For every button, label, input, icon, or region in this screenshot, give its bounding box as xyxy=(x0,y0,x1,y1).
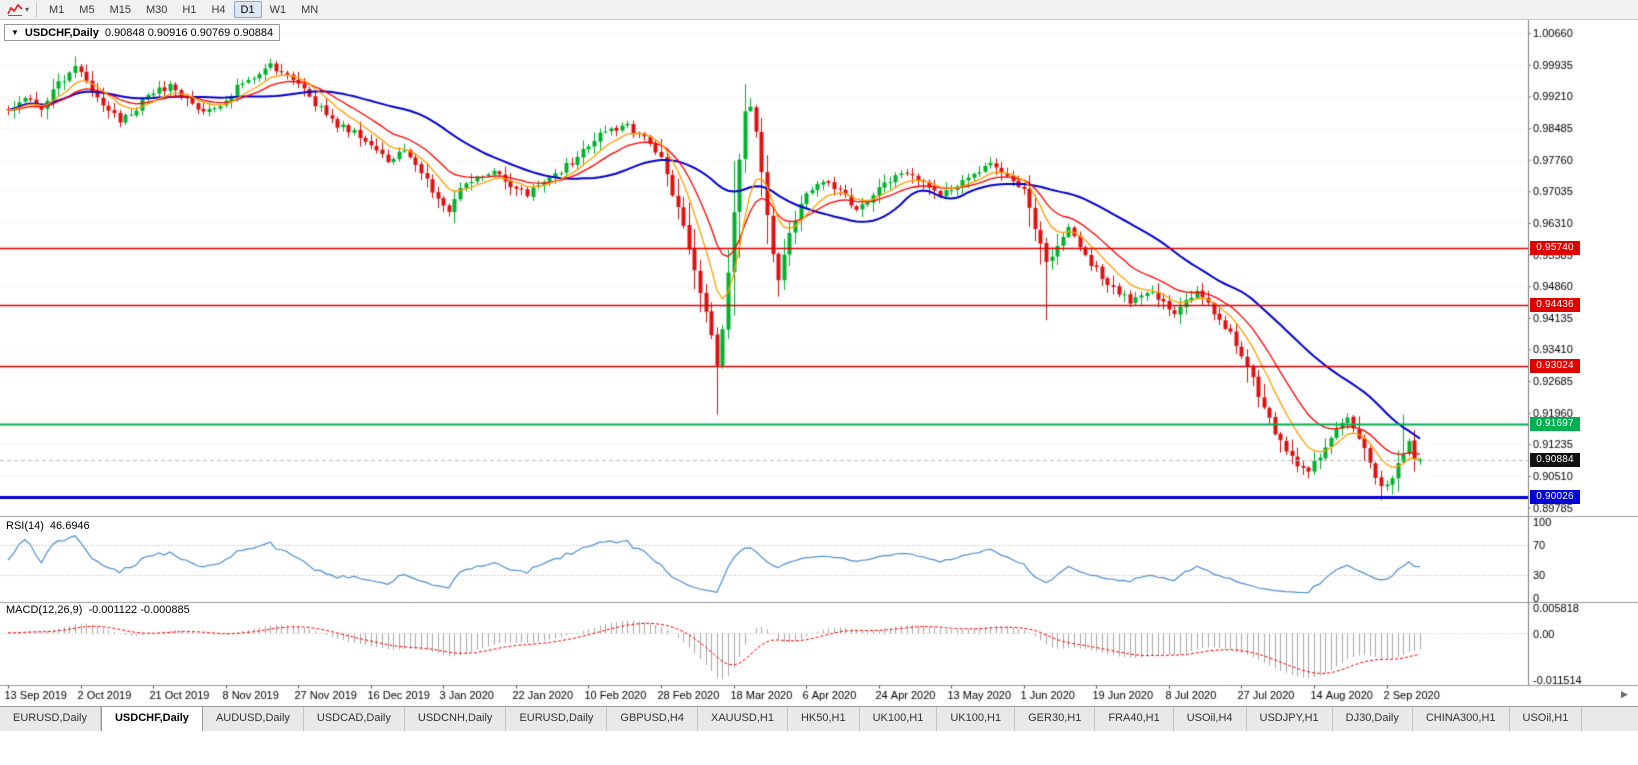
timeframe-button-M30[interactable]: M30 xyxy=(145,4,168,16)
hline-price-badge-0.95740[interactable]: 0.95740 xyxy=(1530,240,1580,255)
chart-tab-bar: EURUSD,Daily USDCHF,Daily AUDUSD,Daily USDC… xyxy=(0,706,1638,731)
hline-price-badge-0.93024[interactable]: 0.93024 xyxy=(1530,359,1580,374)
chart-tab-USOil-H1[interactable]: USOil,H1 xyxy=(1509,707,1583,731)
toolbar-separator xyxy=(36,2,38,17)
macd-name: MACD(12,26,9) xyxy=(6,604,83,616)
chart-tab-XAUUSD-H1[interactable]: XAUUSD,H1 xyxy=(697,707,788,731)
hline-price-badge-0.90026[interactable]: 0.90026 xyxy=(1530,490,1580,505)
chart-tab-HK50-H1[interactable]: HK50,H1 xyxy=(787,707,860,731)
rsi-name: RSI(14) xyxy=(6,520,44,532)
current-price-badge-0.90884: 0.90884 xyxy=(1530,452,1580,467)
timeframe-button-M1[interactable]: M1 xyxy=(49,4,65,16)
chart-tab-GBPUSD-H4[interactable]: GBPUSD,H4 xyxy=(607,707,698,731)
zigzag-chart-icon xyxy=(7,3,23,16)
timeframe-button-M15[interactable]: M15 xyxy=(109,4,131,16)
top-toolbar: ▾ M1 M5 M15 M30 H1 H4 D1 W1 MN xyxy=(0,0,1638,20)
chart-tab-USDCHF-Daily[interactable]: USDCHF,Daily xyxy=(100,707,203,731)
chart-symbol-period: USDCHF,Daily xyxy=(24,26,99,39)
hline-price-badge-0.91697[interactable]: 0.91697 xyxy=(1530,417,1580,432)
chart-tab-USDCNH-Daily[interactable]: USDCNH,Daily xyxy=(404,707,507,731)
toolbar-caret-icon: ▾ xyxy=(25,5,30,14)
timeframe-button-MN[interactable]: MN xyxy=(301,4,319,16)
rsi-current-value: 46.6946 xyxy=(49,520,90,532)
one-click-trading-arrow[interactable]: ▼ xyxy=(11,27,19,37)
chart-title-box: ▼ USDCHF,Daily 0.90848 0.90916 0.90769 0… xyxy=(4,24,281,41)
hline-price-badge-0.94436[interactable]: 0.94436 xyxy=(1530,297,1580,312)
rsi-indicator-label: RSI(14) 46.6946 xyxy=(6,520,90,532)
timeframe-toolbar: M1 M5 M15 M30 H1 H4 D1 W1 MN xyxy=(42,1,325,18)
chart-tools-icon[interactable]: ▾ xyxy=(3,1,33,19)
window-bottom-filler xyxy=(0,731,1638,765)
chart-tab-AUDUSD-Daily[interactable]: AUDUSD,Daily xyxy=(202,707,304,731)
chart-tab-CHINA300-H1[interactable]: CHINA300,H1 xyxy=(1412,707,1510,731)
timeframe-button-M5[interactable]: M5 xyxy=(79,4,95,16)
chart-tab-EURUSD-Daily[interactable]: EURUSD,Daily xyxy=(0,707,101,731)
chart-tab-DJ30-Daily[interactable]: DJ30,Daily xyxy=(1332,707,1413,731)
chart-tab-UK100-H1[interactable]: UK100,H1 xyxy=(859,707,938,731)
chart-canvas[interactable] xyxy=(0,20,1638,706)
timeframe-button-W1[interactable]: W1 xyxy=(269,4,287,16)
timeframe-button-H4[interactable]: H4 xyxy=(211,4,226,16)
timeframe-button-H1[interactable]: H1 xyxy=(182,4,197,16)
chart-ohlc-values: 0.90848 0.90916 0.90769 0.90884 xyxy=(104,26,274,39)
macd-indicator-label: MACD(12,26,9) -0.001122 -0.000885 xyxy=(6,604,190,616)
chart-tab-FRA40-H1[interactable]: FRA40,H1 xyxy=(1095,707,1174,731)
scroll-to-end-icon[interactable]: ▶ xyxy=(1621,689,1628,699)
timeframe-button-D1[interactable]: D1 xyxy=(233,1,262,18)
chart-tab-USDCAD-Daily[interactable]: USDCAD,Daily xyxy=(303,707,405,731)
chart-tab-USDJPY-H1[interactable]: USDJPY,H1 xyxy=(1246,707,1333,731)
chart-tab-UK100-H1[interactable]: UK100,H1 xyxy=(937,707,1016,731)
macd-current-values: -0.001122 -0.000885 xyxy=(88,604,190,616)
chart-tab-EURUSD-Daily[interactable]: EURUSD,Daily xyxy=(506,707,608,731)
chart-tab-GER30-H1[interactable]: GER30,H1 xyxy=(1015,707,1096,731)
chart-tab-USOil-H4[interactable]: USOil,H4 xyxy=(1173,707,1247,731)
